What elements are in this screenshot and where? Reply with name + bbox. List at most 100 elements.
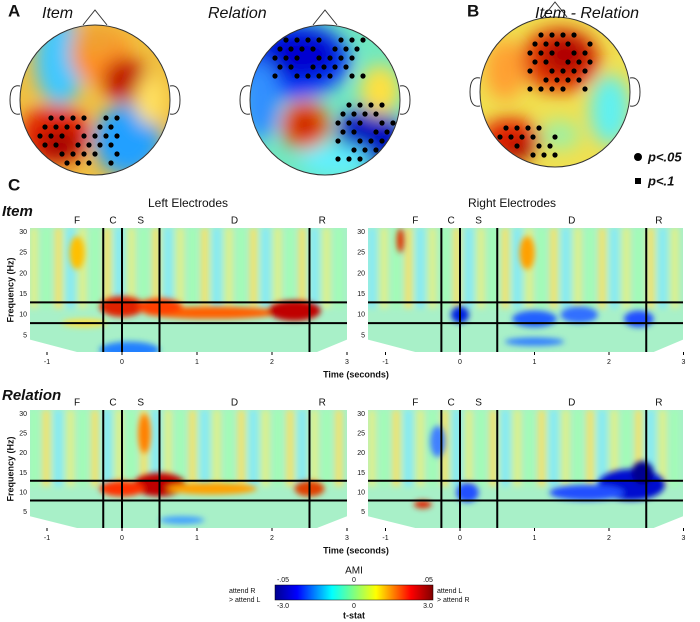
electrode-dot xyxy=(327,55,333,61)
colorbar-note: attend R xyxy=(229,588,255,595)
power-blob xyxy=(159,516,205,525)
streak xyxy=(30,410,38,487)
phase-label: D xyxy=(568,216,575,227)
electrode-dot xyxy=(277,46,283,52)
electrode-dot xyxy=(571,50,577,56)
activity-blob xyxy=(485,40,525,100)
electrode-dot xyxy=(351,129,357,135)
electrode-dot xyxy=(527,50,533,56)
phase-label: D xyxy=(231,398,238,409)
streak xyxy=(670,410,679,487)
electrode-dot xyxy=(357,156,363,162)
electrode-dot xyxy=(560,32,566,38)
y-axis-label: Frequency (Hz) xyxy=(5,436,15,501)
streak xyxy=(513,228,522,309)
cone-mask xyxy=(368,339,683,352)
electrode-dot xyxy=(48,133,54,139)
x-tick-label: 2 xyxy=(270,359,274,366)
y-axis-label: Frequency (Hz) xyxy=(5,257,15,322)
electrode-dot xyxy=(86,160,92,166)
legend-dot xyxy=(634,153,642,161)
electrode-dot xyxy=(316,37,322,43)
electrode-dot xyxy=(340,129,346,135)
electrode-dot xyxy=(332,46,338,52)
streak xyxy=(537,410,546,487)
topomap xyxy=(239,9,411,176)
streak xyxy=(42,228,51,309)
y-tick-label: 10 xyxy=(19,312,27,319)
electrode-dot xyxy=(335,138,341,144)
electrode-dot xyxy=(92,151,98,157)
streak xyxy=(237,410,246,487)
head-outline xyxy=(19,24,171,176)
phase-label: F xyxy=(412,216,418,227)
electrode-dot xyxy=(379,102,385,108)
streak xyxy=(334,410,343,487)
streaks xyxy=(368,228,679,309)
cone-mask xyxy=(368,516,683,528)
streak xyxy=(610,228,619,309)
electrode-dot xyxy=(390,120,396,126)
electrode-dot xyxy=(351,111,357,117)
x-tick-label: 1 xyxy=(195,535,199,542)
streak xyxy=(151,228,160,309)
electrode-dot xyxy=(571,68,577,74)
topomap-title: Relation xyxy=(208,5,267,22)
phase-label: R xyxy=(655,216,662,227)
streak xyxy=(658,228,667,309)
streak xyxy=(176,410,185,487)
electrode-dot xyxy=(582,86,588,92)
y-tick-label: 15 xyxy=(19,291,27,298)
electrode-dot xyxy=(340,111,346,117)
head-outline xyxy=(479,16,631,168)
spectrogram xyxy=(30,228,347,352)
electrode-dot xyxy=(527,68,533,74)
electrode-dot xyxy=(530,152,536,158)
streak xyxy=(586,228,595,309)
electrode-dot xyxy=(310,46,316,52)
electrode-dot xyxy=(114,133,120,139)
streak xyxy=(273,228,282,309)
electrode-dot xyxy=(316,73,322,79)
blobs xyxy=(99,413,325,525)
electrode-dot xyxy=(354,46,360,52)
streak xyxy=(392,410,401,487)
streak xyxy=(176,228,185,309)
phase-label: S xyxy=(475,216,482,227)
phase-label: F xyxy=(74,216,80,227)
streak xyxy=(261,410,270,487)
electrode-dot xyxy=(108,124,114,130)
x-tick-label: -1 xyxy=(382,535,388,542)
streak xyxy=(501,410,510,487)
electrode-dot xyxy=(519,134,525,140)
power-blob xyxy=(138,413,151,454)
electrode-dot xyxy=(379,138,385,144)
activity-blob xyxy=(250,60,280,140)
electrode-dot xyxy=(514,125,520,131)
electrode-dot xyxy=(70,115,76,121)
electrode-dot xyxy=(343,64,349,70)
streak xyxy=(477,228,486,309)
electrode-dot xyxy=(565,77,571,83)
streak xyxy=(501,228,510,309)
electrode-dot xyxy=(81,115,87,121)
streak xyxy=(66,228,75,309)
electrode-dot xyxy=(310,64,316,70)
activity-blob xyxy=(505,140,535,160)
streak xyxy=(404,228,413,309)
electrode-dot xyxy=(525,125,531,131)
electrode-dot xyxy=(316,55,322,61)
y-tick-label: 15 xyxy=(357,291,365,298)
legend-label: p<.1 xyxy=(647,173,674,188)
y-tick-label: 20 xyxy=(19,450,27,457)
ear xyxy=(629,77,641,107)
electrode-dot xyxy=(103,133,109,139)
electrode-dot xyxy=(92,133,98,139)
streak xyxy=(249,228,258,309)
electrode-dot xyxy=(541,152,547,158)
x-axis-label: Time (seconds) xyxy=(323,545,389,555)
electrode-dot xyxy=(48,115,54,121)
phase-label: F xyxy=(412,398,418,409)
streak xyxy=(561,410,570,487)
streak xyxy=(537,228,546,309)
